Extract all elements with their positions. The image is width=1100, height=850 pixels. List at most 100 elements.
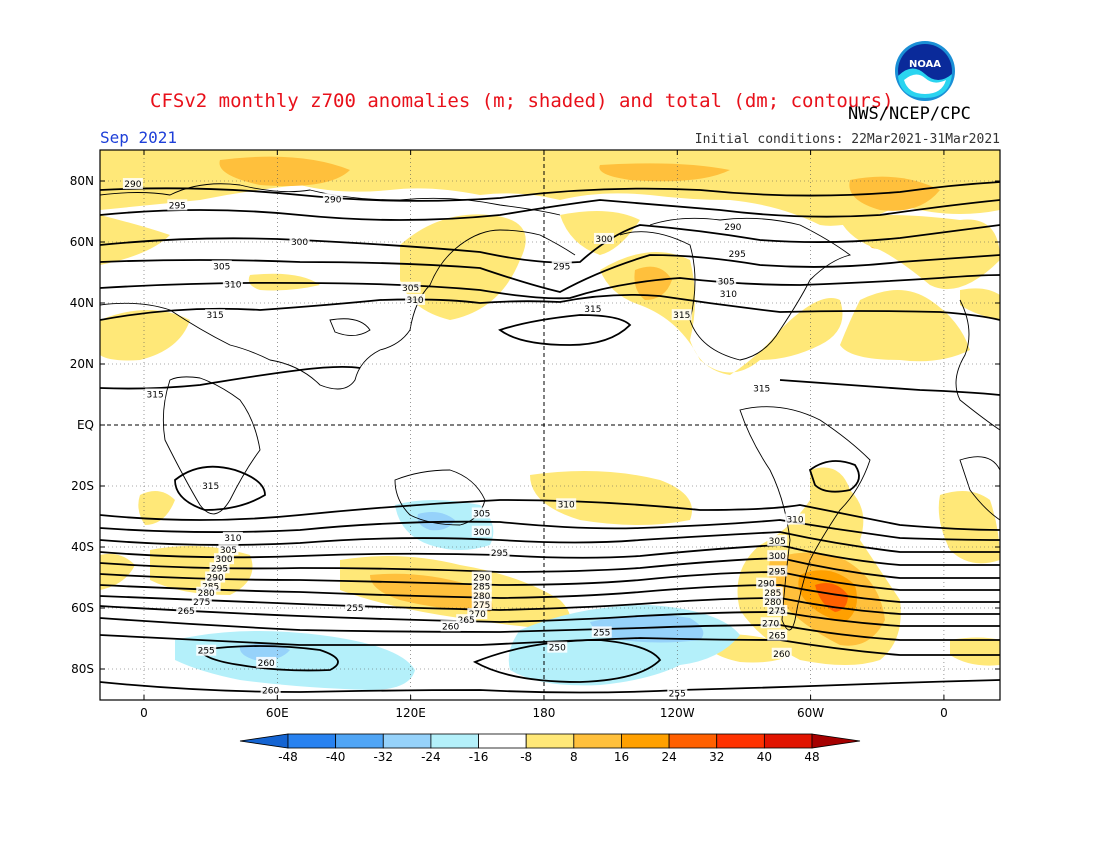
contour-label: 260 [440,620,461,632]
colorbar-swatch [430,733,479,749]
svg-text:310: 310 [406,296,423,306]
anomaly-positive-region [840,215,1000,290]
contour-label: 290 [471,571,492,584]
colorbar-swatch [335,733,384,749]
contour-label: 310 [222,531,243,544]
svg-text:270: 270 [469,610,486,620]
colorbar-tick-label: -48 [278,750,298,764]
contour-label: 250 [547,641,568,654]
contour-label: 295 [727,248,748,260]
contour-label: 305 [716,275,737,288]
contour-label: 305 [218,544,239,556]
svg-text:305: 305 [220,546,237,556]
svg-text:255: 255 [593,628,610,638]
lon-label: 0 [940,706,948,720]
contour-label: 270 [467,608,488,620]
contour-label: 315 [671,309,692,321]
svg-text:255: 255 [346,604,363,614]
svg-text:290: 290 [473,574,490,584]
colorbar-swatch [763,733,813,749]
colorbar-tick-label: -8 [520,750,532,764]
svg-text:315: 315 [202,482,219,492]
agency-label: NWS/NCEP/CPC [848,104,971,124]
svg-text:295: 295 [491,549,508,559]
colorbar-swatch [668,733,718,749]
svg-text:295: 295 [211,564,228,574]
svg-text:300: 300 [291,238,308,248]
svg-text:300: 300 [769,552,786,562]
svg-text:275: 275 [473,601,490,611]
latitude-axis: 80N 60N 40N 20N EQ 20S 40S 60S 80S [70,174,1000,676]
colorbar-swatch [382,733,432,749]
svg-text:315: 315 [147,391,164,401]
contour-label: 300 [289,236,310,248]
colorbar-tick-label: -32 [373,750,393,764]
contour-label: 295 [167,199,188,211]
colorbar-tick-label: 16 [614,750,629,764]
svg-text:310: 310 [786,516,803,526]
anomaly-positive-region [960,288,1000,320]
contour-label: 285 [471,580,492,593]
contour-label: 315 [582,303,603,315]
lat-label: 60N [70,235,94,249]
contour-label: 260 [256,656,277,669]
contour-label: 260 [771,647,792,660]
svg-text:290: 290 [724,223,741,233]
svg-text:310: 310 [558,500,575,510]
anomaly-positive-region [530,471,692,525]
colorbar-tick-label: -24 [421,750,441,764]
lon-label: 120W [660,706,695,720]
anomaly-positive-region [100,215,170,265]
svg-text:260: 260 [258,659,275,669]
colorbar-swatch [525,733,575,749]
contour-label: 315 [751,382,772,394]
svg-text:315: 315 [673,311,690,321]
contour-label: 260 [260,684,281,696]
lat-label: 40S [71,540,94,554]
anomaly-positive-region [634,266,672,300]
svg-text:305: 305 [213,262,230,272]
logo-text: NOAA [909,59,941,70]
z700-contours [100,181,1000,694]
svg-text:275: 275 [193,598,210,608]
contour-label: 290 [722,220,743,233]
svg-text:300: 300 [215,555,232,565]
colorbar-tick-label: -40 [326,750,346,764]
svg-text:265: 265 [458,616,475,626]
svg-text:270: 270 [762,619,779,629]
svg-text:315: 315 [207,311,224,321]
svg-text:290: 290 [758,580,775,590]
colorbar-min-arrow [239,733,289,749]
contour-label: 305 [400,281,421,294]
contour-label: 310 [785,513,806,526]
svg-text:290: 290 [124,180,141,190]
anomaly-positive-region [599,163,730,182]
colorbar-tick-label: 24 [661,750,676,764]
anomaly-positive-region [138,491,175,525]
contour-label: 285 [762,586,783,599]
svg-text:280: 280 [764,598,781,608]
contour-label: 265 [456,614,477,626]
svg-text:290: 290 [207,574,224,584]
contour-label: 310 [222,278,243,291]
svg-text:290: 290 [324,195,341,205]
colorbar-swatch [573,733,622,749]
svg-text:305: 305 [718,278,735,288]
contour-label: 275 [471,598,492,611]
contour-label: 305 [767,534,788,547]
contour-label: 300 [593,232,614,245]
longitude-axis: 0 60E 120E 180 120W 60W 0 [140,150,948,720]
svg-text:280: 280 [473,592,490,602]
contour-label: 310 [718,287,739,300]
colorbar-max-arrow [811,733,861,749]
contour-label: 300 [471,525,492,538]
svg-text:260: 260 [442,622,459,632]
svg-text:265: 265 [769,631,786,641]
coastlines [100,183,1000,631]
anomaly-positive-region [815,582,848,612]
contour-label: 275 [191,595,212,608]
colorbar-tick-label: 40 [757,750,772,764]
map-title: CFSv2 monthly z700 anomalies (m; shaded)… [150,90,894,112]
contour-label: 290 [122,178,143,190]
